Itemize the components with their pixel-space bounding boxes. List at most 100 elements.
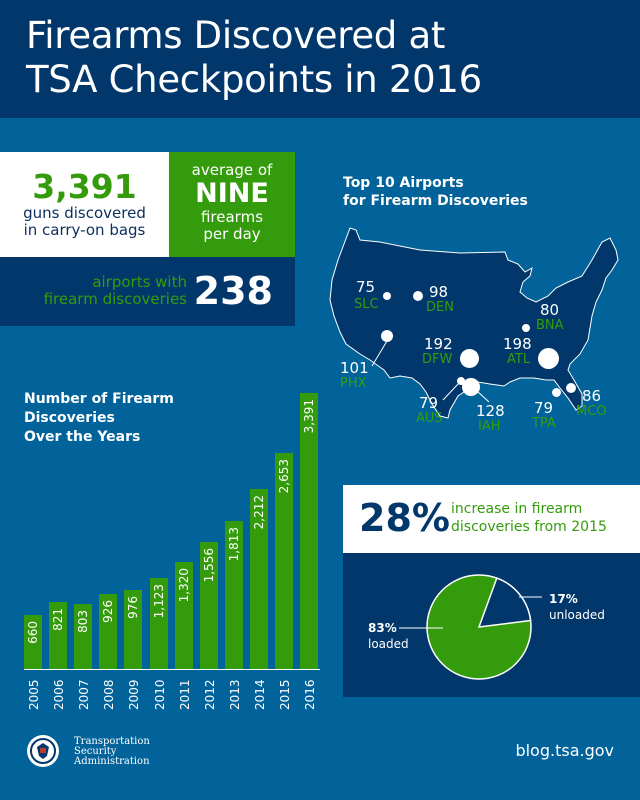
code-aus: AUS [416, 411, 443, 426]
marker-aus [457, 377, 465, 385]
marker-den [413, 291, 423, 301]
bar-chart-title: Number of Firearm Discoveries Over the Y… [24, 390, 174, 447]
bar-value-label: 1,813 [227, 527, 241, 562]
map-title: Top 10 Airports for Firearm Discoveries [343, 174, 528, 210]
x-tick-label: 2015 [275, 674, 294, 710]
bar-2013: 1,813 [225, 521, 243, 669]
blog-url[interactable]: blog.tsa.gov [515, 741, 614, 760]
airports-label: airports with firearm discoveries [44, 274, 187, 308]
year-label: 2008 [101, 679, 116, 710]
org-line-2: Security [74, 746, 117, 757]
bar-2009: 976 [124, 590, 142, 669]
year-label: 2005 [26, 679, 41, 710]
increase-desc-1: increase in firearm [451, 501, 583, 517]
bar-value-label: 2,212 [252, 495, 266, 530]
x-tick-label: 2016 [300, 674, 319, 710]
bar-value-label: 2,653 [277, 459, 291, 494]
header-banner: Firearms Discovered at TSA Checkpoints i… [0, 0, 640, 118]
avg-label-3: per day [203, 225, 261, 243]
unloaded-text: unloaded [549, 608, 605, 622]
unloaded-pct: 17% [549, 592, 578, 606]
guns-label-2: in carry-on bags [23, 221, 146, 239]
loaded-pie-chart [399, 574, 542, 680]
x-tick-label: 2012 [200, 674, 219, 710]
bar-value-label: 803 [76, 610, 90, 633]
org-line-1: Transportation [74, 736, 150, 747]
count-phx: 101 [340, 359, 369, 377]
airports-count: 238 [193, 269, 273, 313]
increase-desc: increase in firearm discoveries from 201… [451, 500, 607, 536]
bar-value-label: 1,556 [202, 548, 216, 583]
tsa-wordmark: Transportation Security Administration [74, 737, 150, 767]
increase-panel: 28% increase in firearm discoveries from… [343, 485, 640, 553]
marker-mco [566, 383, 576, 393]
avg-value: NINE [195, 178, 269, 209]
code-phx: PHX [340, 376, 367, 391]
bar-2014: 2,212 [250, 489, 268, 669]
count-dfw: 192 [424, 335, 453, 353]
airports-label-1: airports with [92, 273, 187, 291]
marker-slc [383, 292, 391, 300]
bar-2016: 3,391 [300, 393, 318, 669]
aus-leader-line [442, 382, 460, 401]
bar-2015: 2,653 [275, 453, 293, 669]
title-line-2: TSA Checkpoints in 2016 [26, 58, 482, 101]
count-mco: 86 [582, 387, 602, 405]
page-title: Firearms Discovered at TSA Checkpoints i… [26, 14, 482, 102]
map-title-2: for Firearm Discoveries [343, 193, 528, 209]
code-den: DEN [426, 300, 454, 315]
title-line-1: Firearms Discovered at [26, 14, 446, 57]
count-aus: 79 [419, 394, 439, 412]
airports-count-panel: airports with firearm discoveries 238 [0, 257, 295, 326]
bar-value-label: 821 [51, 608, 65, 631]
marker-phx [381, 330, 393, 342]
bar-value-label: 976 [126, 596, 140, 619]
x-tick-label: 2013 [225, 674, 244, 710]
avg-label-2: firearms [200, 208, 264, 226]
iah-leader-line [476, 390, 490, 403]
unloaded-label: 17% unloaded [549, 591, 605, 623]
year-label: 2013 [227, 679, 242, 710]
x-tick-label: 2010 [150, 674, 169, 710]
bar-value-label: 1,320 [177, 568, 191, 603]
code-slc: SLC [354, 297, 379, 312]
bar-2012: 1,556 [200, 542, 218, 669]
bar-value-label: 926 [101, 600, 115, 623]
bar-chart: 660 821 803 926 976 1,123 1,320 1,556 1,813 2,212… [0, 0, 340, 720]
guns-label-1: guns discovered [23, 204, 146, 222]
code-dfw: DFW [422, 352, 453, 367]
code-bna: BNA [536, 318, 564, 333]
year-label: 2011 [177, 679, 192, 710]
code-iah: IAH [478, 419, 501, 434]
org-line-3: Administration [74, 756, 150, 767]
bar-value-label: 660 [26, 621, 40, 644]
loaded-pct: 83% [368, 621, 397, 635]
bar-2006: 821 [49, 602, 67, 669]
increase-desc-2: discoveries from 2015 [451, 519, 607, 535]
pie-unloaded-slice [477, 577, 532, 628]
avg-label-1: average of [191, 161, 273, 179]
airports-label-2: firearm discoveries [43, 290, 187, 308]
year-label: 2010 [152, 679, 167, 710]
x-axis-line [24, 669, 320, 670]
count-den: 98 [429, 283, 449, 301]
year-label: 2014 [252, 679, 267, 710]
x-tick-label: 2014 [250, 674, 269, 710]
chart-title-1: Number of Firearm [24, 391, 174, 407]
bar-2008: 926 [99, 594, 117, 669]
x-tick-label: 2007 [74, 674, 93, 710]
code-atl: ATL [507, 352, 531, 367]
code-mco: MCO [576, 404, 607, 419]
map-title-1: Top 10 Airports [343, 175, 464, 191]
year-label: 2016 [302, 679, 317, 710]
year-label: 2006 [51, 679, 66, 710]
count-slc: 75 [356, 278, 376, 296]
x-tick-label: 2005 [24, 674, 43, 710]
loaded-text: loaded [368, 637, 409, 651]
loaded-label: 83% loaded [368, 620, 409, 652]
marker-tpa [552, 388, 561, 397]
year-label: 2012 [202, 679, 217, 710]
marker-iah [462, 378, 480, 396]
bar-2011: 1,320 [175, 562, 193, 669]
count-atl: 198 [503, 335, 532, 353]
